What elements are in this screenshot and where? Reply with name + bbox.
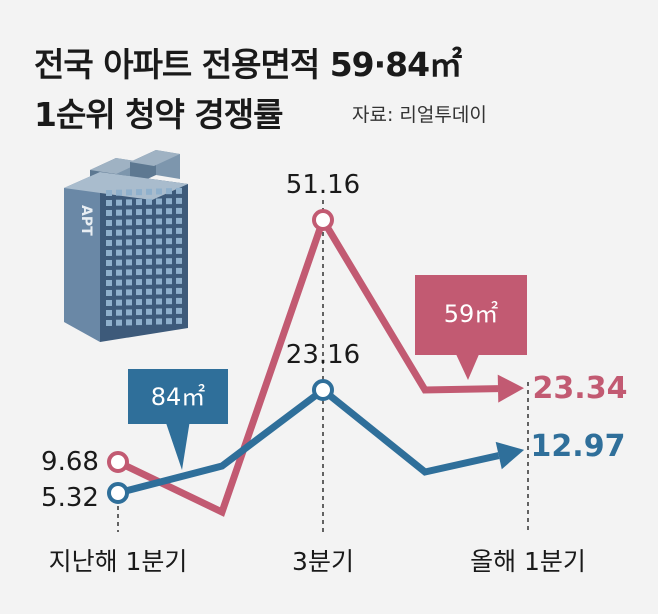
data-label-84-q3: 23.16: [286, 340, 360, 370]
series-lines: [107, 209, 525, 517]
data-point-59-1: [312, 209, 334, 231]
legend-59-label: 59㎡: [444, 300, 499, 328]
building-label: APT: [78, 205, 94, 236]
data-label-59-q3: 51.16: [286, 170, 360, 200]
legend-84: 84㎡: [128, 369, 228, 470]
x-tick-label-q1-last-year: 지난해 1분기: [49, 547, 188, 576]
data-label-84-q1-this-year: 12.97: [531, 429, 626, 464]
apartment-building-icon: APT: [64, 150, 188, 342]
data-label-84-q1-last-year: 5.32: [41, 483, 99, 513]
legend-59: 59㎡: [415, 275, 527, 380]
source-label: 자료: 리얼투데이: [352, 104, 487, 126]
data-label-59-q1-this-year: 23.34: [533, 371, 628, 406]
value-labels: 9.68 5.32 51.16 23.16 23.34 12.97: [41, 170, 627, 513]
data-point-84-0: [107, 482, 129, 504]
x-tick-label-q3: 3분기: [292, 547, 354, 576]
x-tick-label-q1-this-year: 올해 1분기: [470, 547, 586, 576]
category-guides: [117, 200, 529, 532]
legend-84-label: 84㎡: [151, 383, 206, 411]
series-arrow-59: [497, 374, 525, 403]
data-point-84-1: [312, 379, 334, 401]
x-axis: 지난해 1분기 3분기 올해 1분기: [49, 547, 586, 576]
chart-title-line2: 1순위 청약 경쟁률: [34, 95, 283, 134]
data-point-59-0: [107, 451, 129, 473]
data-label-59-q1-last-year: 9.68: [41, 447, 99, 477]
series-arrow-84: [495, 441, 525, 470]
chart-title-line1: 전국 아파트 전용면적 59·84㎡: [34, 45, 462, 84]
